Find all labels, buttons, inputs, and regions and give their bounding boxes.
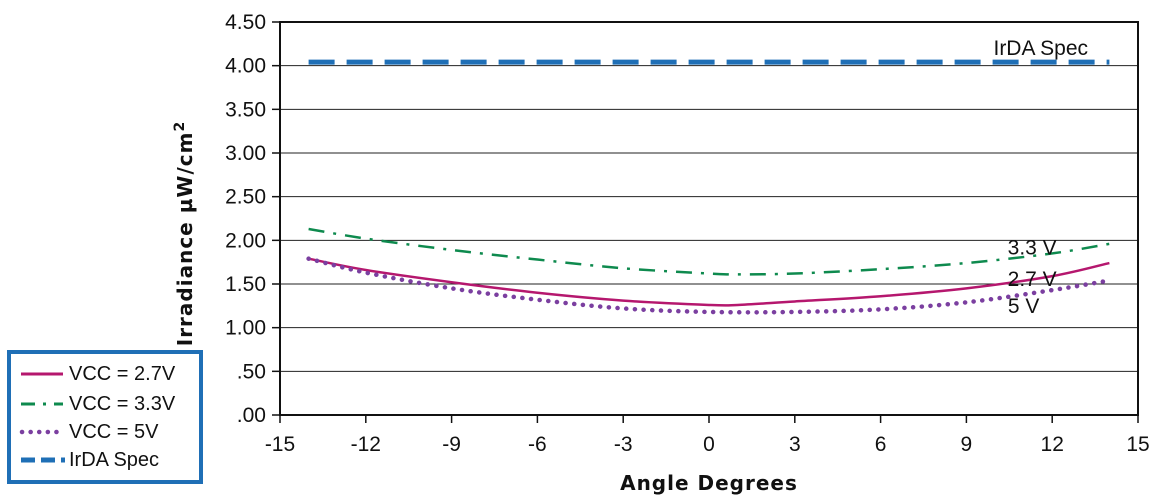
y-tick-label: 1.00 bbox=[225, 317, 266, 340]
series-annotation: 2.7 V bbox=[1008, 268, 1057, 291]
x-tick-label: 12 bbox=[1041, 433, 1064, 456]
x-tick-label: 15 bbox=[1126, 433, 1149, 456]
axis-ticks: .00 .50 1.00 1.50 2.00 2.50 3.00 3.50 4.00 4.50 -1… bbox=[225, 11, 1150, 456]
series-vcc-5v-line bbox=[306, 256, 1112, 315]
legend-item-vcc-5: VCC = 5V bbox=[19, 420, 158, 444]
legend-swatch-dashed bbox=[21, 457, 65, 463]
y-axis-title-superscript: 2 bbox=[172, 121, 188, 132]
legend-item-irda-spec: IrDA Spec bbox=[19, 448, 159, 472]
legend: VCC = 2.7V VCC = 3.3V VCC = 5V IrDA Spec bbox=[7, 350, 203, 484]
x-tick-label: -6 bbox=[528, 433, 547, 456]
y-axis-title: Irradiance µW/cm2 bbox=[172, 121, 197, 346]
y-tick-label: .50 bbox=[237, 360, 266, 383]
series-vcc-3-3v-line bbox=[308, 227, 1110, 276]
legend-item-vcc-3-3: VCC = 3.3V bbox=[19, 392, 175, 416]
y-tick-label: 2.00 bbox=[225, 229, 266, 252]
series-annotation: 3.3 V bbox=[1008, 236, 1057, 259]
legend-item-vcc-2-7: VCC = 2.7V bbox=[19, 362, 175, 386]
y-tick-label: 3.00 bbox=[225, 142, 266, 165]
legend-label: VCC = 3.3V bbox=[69, 392, 176, 415]
y-tick-label: 1.50 bbox=[225, 273, 266, 296]
grid-lines bbox=[280, 65, 1138, 372]
y-tick-label: 4.00 bbox=[225, 55, 266, 78]
y-tick-label: 4.50 bbox=[225, 11, 266, 34]
legend-label: VCC = 2.7V bbox=[69, 362, 176, 385]
x-tick-label: 3 bbox=[789, 433, 801, 456]
series-lines bbox=[306, 59, 1112, 315]
legend-swatch-dotted bbox=[19, 429, 66, 435]
series-vcc-2-7v-line bbox=[308, 257, 1110, 307]
y-tick-label: .00 bbox=[237, 404, 266, 427]
x-tick-label: -15 bbox=[265, 433, 295, 456]
annotations: IrDA Spec 3.3 V 2.7 V 5 V bbox=[993, 37, 1088, 318]
y-tick-label: 2.50 bbox=[225, 186, 266, 209]
y-axis-title-main: Irradiance µW/cm bbox=[173, 132, 197, 347]
plot-frame bbox=[279, 21, 1139, 416]
x-tick-label: 9 bbox=[961, 433, 973, 456]
x-tick-label: 6 bbox=[875, 433, 887, 456]
legend-label: VCC = 5V bbox=[69, 420, 159, 443]
x-axis-title: Angle Degrees bbox=[620, 471, 798, 495]
legend-label: IrDA Spec bbox=[69, 448, 160, 471]
series-annotation: IrDA Spec bbox=[993, 37, 1088, 60]
x-tick-label: -9 bbox=[442, 433, 461, 456]
series-annotation: 5 V bbox=[1008, 295, 1040, 318]
y-tick-label: 3.50 bbox=[225, 98, 266, 121]
legend-swatch-solid bbox=[21, 372, 63, 376]
legend-swatch-dashdot bbox=[21, 402, 63, 406]
x-tick-label: 0 bbox=[703, 433, 715, 456]
x-tick-label: -3 bbox=[614, 433, 633, 456]
x-tick-label: -12 bbox=[351, 433, 381, 456]
